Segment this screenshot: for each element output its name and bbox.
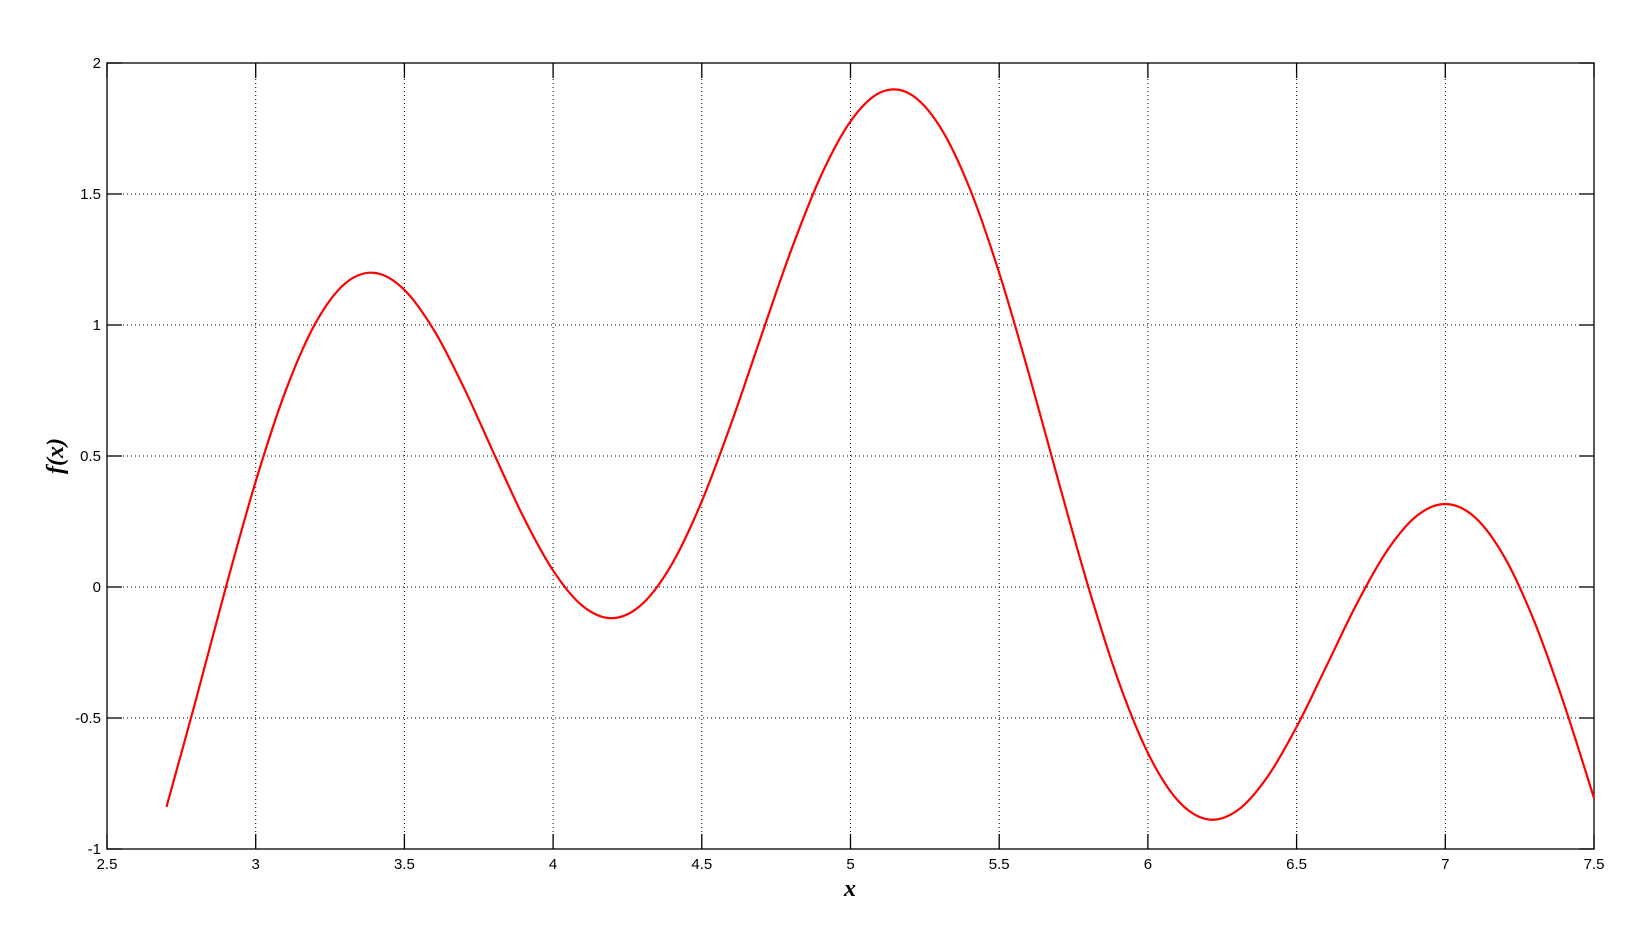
- y-tick-label: 0: [93, 579, 101, 596]
- x-tick-label: 7: [1441, 856, 1449, 873]
- x-tick-label: 5.5: [989, 856, 1010, 873]
- series-line: [165, 88, 1596, 821]
- y-tick-label: 1: [93, 317, 101, 334]
- x-tick-label: 4.5: [691, 856, 712, 873]
- y-tick-label: 1.5: [80, 186, 101, 203]
- x-tick-label: 4: [549, 856, 557, 873]
- plot-frame: [106, 62, 1595, 850]
- y-axis-label: f(x): [43, 438, 69, 474]
- tick-labels: 2.5 3 3.5 4 4.5 5 5.5 6 6.5 7 7.5 -1 -0.5 0 0.5 1 1.5 2: [75, 55, 1604, 873]
- x-tick-label: 3.5: [394, 856, 415, 873]
- x-tick-label: 6: [1144, 856, 1152, 873]
- x-axis-label: x: [843, 876, 856, 902]
- x-tick-label: 6.5: [1286, 856, 1307, 873]
- y-tick-label: 2: [93, 55, 101, 72]
- x-tick-label: 3: [252, 856, 260, 873]
- y-tick-label: -1: [88, 841, 101, 858]
- y-tick-label: 0.5: [80, 448, 101, 465]
- grid: [107, 63, 1594, 849]
- x-tick-label: 2.5: [97, 856, 118, 873]
- x-tick-label: 5: [846, 856, 854, 873]
- y-tick-label: -0.5: [75, 710, 101, 727]
- x-tick-label: 7.5: [1584, 856, 1605, 873]
